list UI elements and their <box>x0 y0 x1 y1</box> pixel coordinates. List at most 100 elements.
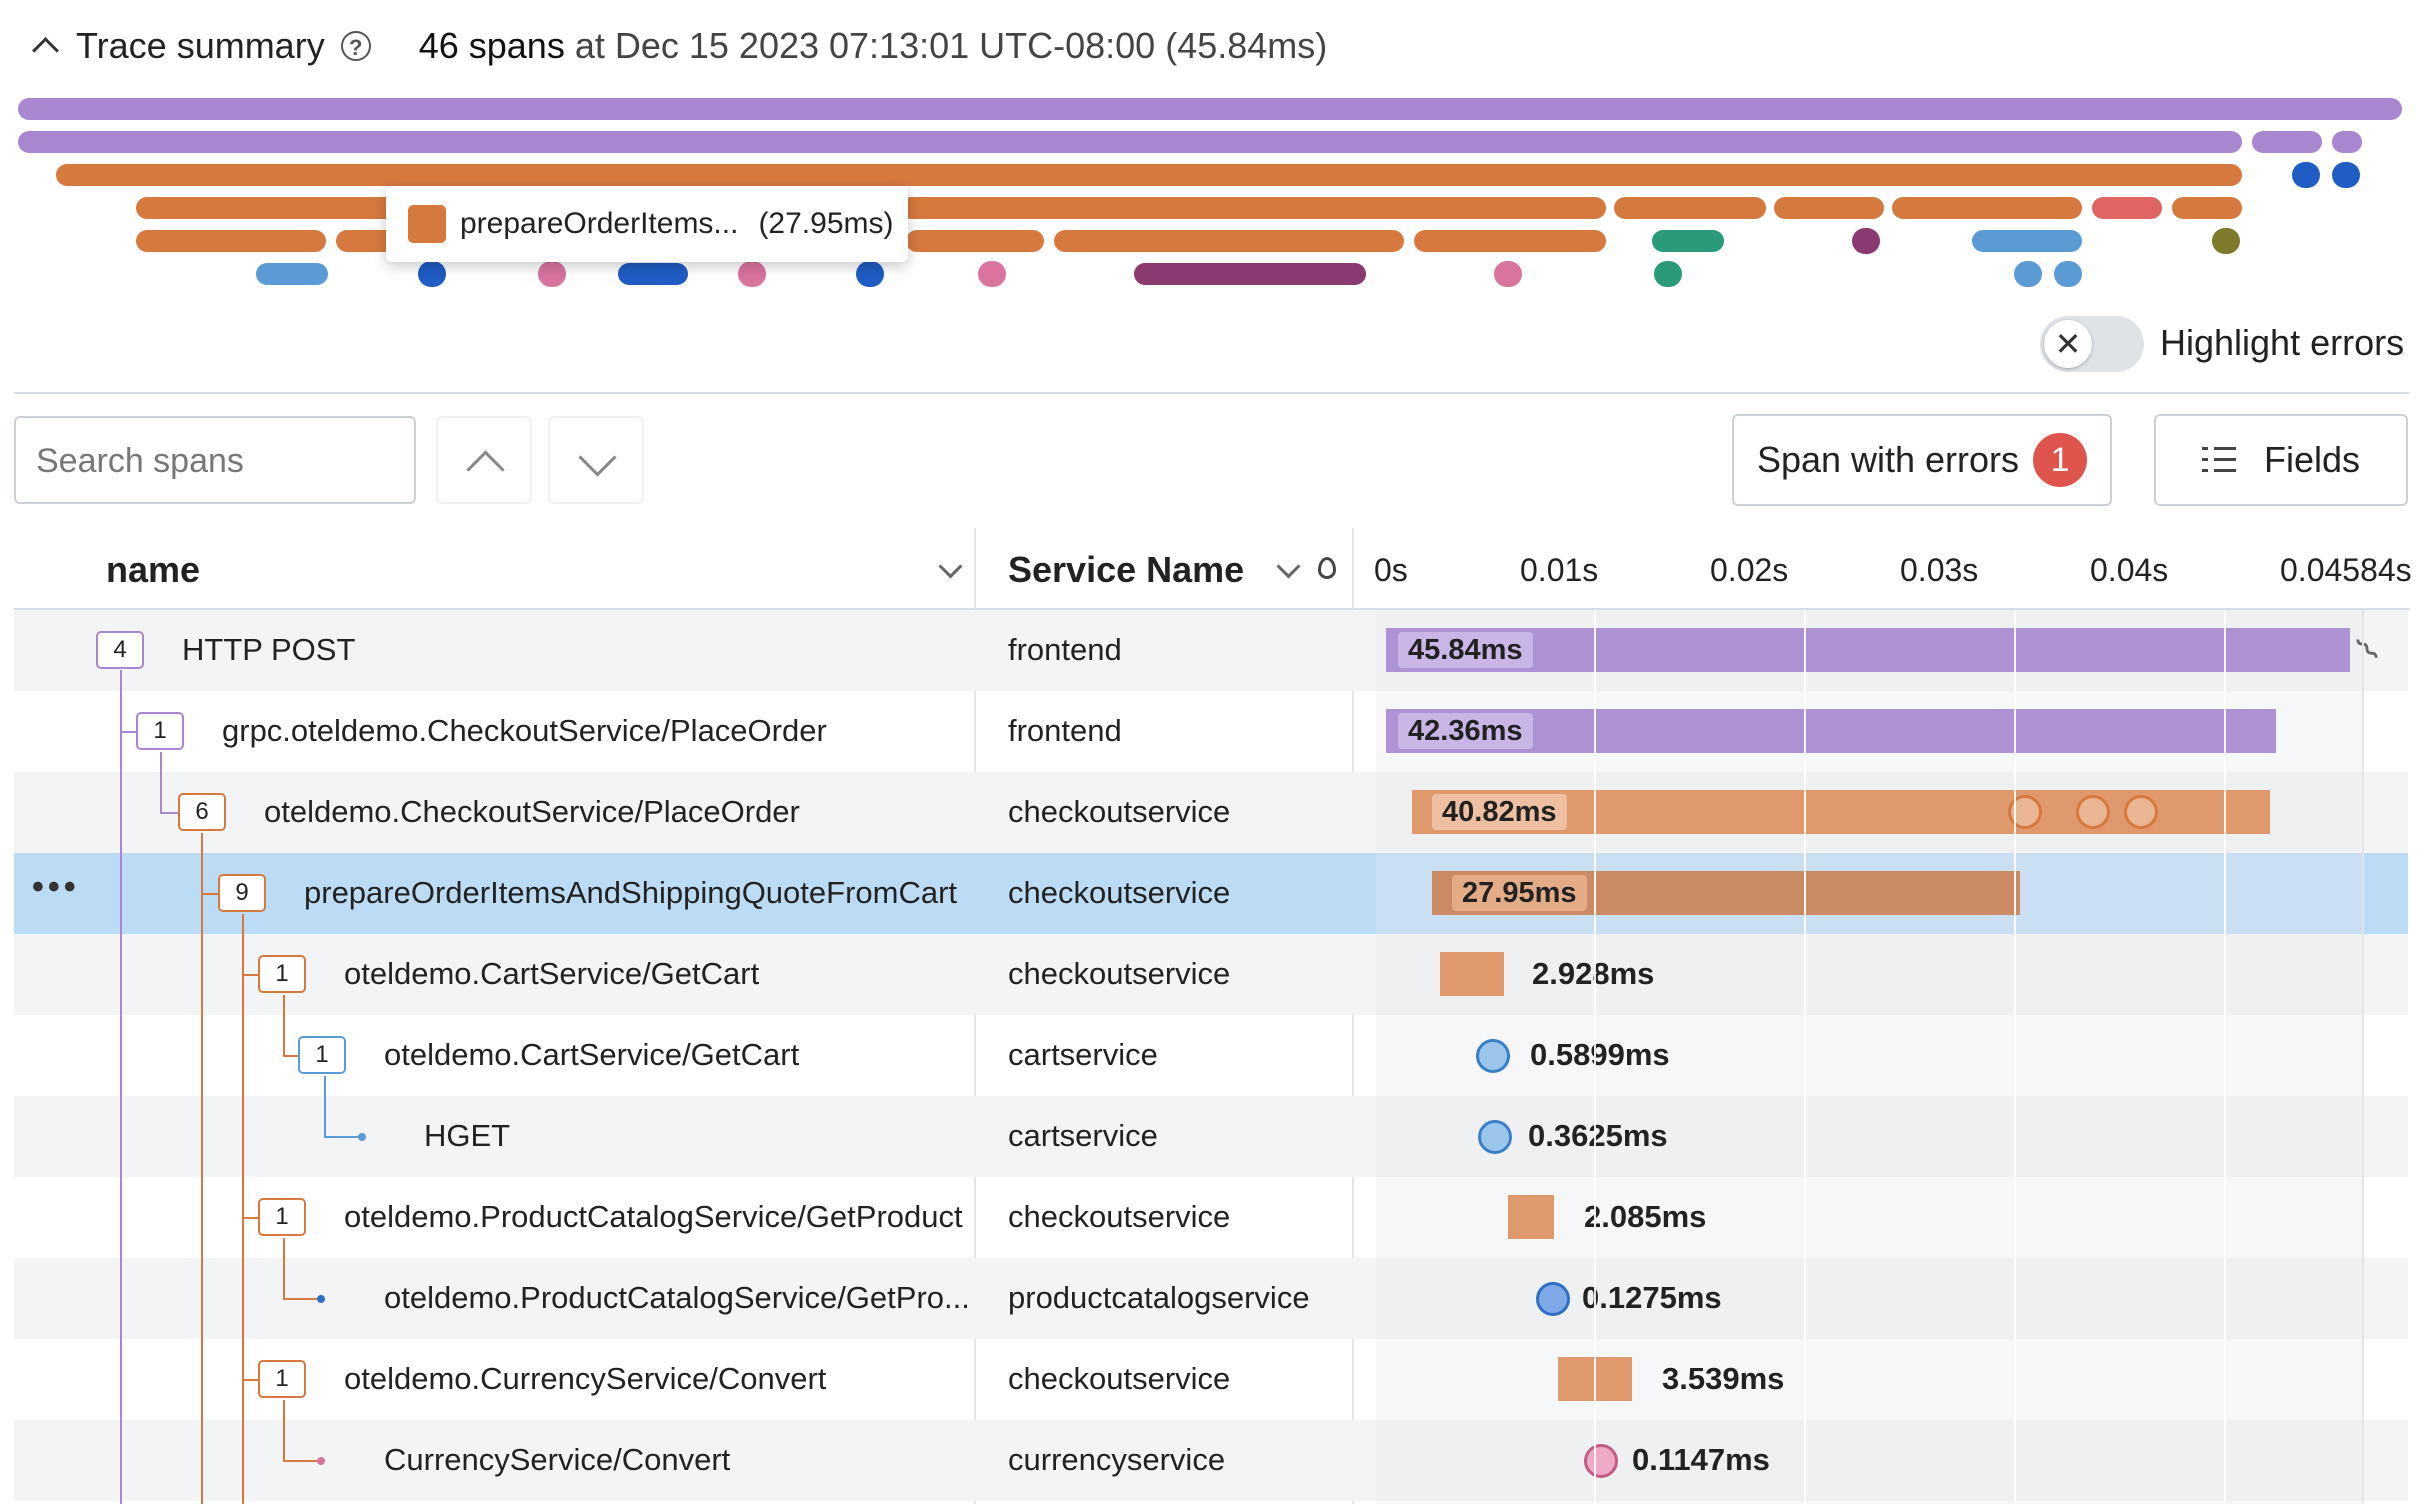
minimap-span[interactable] <box>1972 230 2082 252</box>
minimap-span[interactable] <box>2212 228 2240 254</box>
span-bar[interactable] <box>1386 709 2276 753</box>
minimap-span[interactable] <box>256 263 328 285</box>
minimap-span[interactable] <box>1852 228 1880 254</box>
child-count-badge[interactable]: 9 <box>218 874 266 912</box>
span-with-errors-button[interactable]: Span with errors 1 <box>1732 414 2112 506</box>
span-bar[interactable] <box>1386 628 2350 672</box>
fields-button[interactable]: Fields <box>2154 414 2408 506</box>
table-row[interactable] <box>14 1420 2408 1501</box>
column-separator[interactable] <box>1352 528 1354 1504</box>
child-count-badge[interactable]: 1 <box>258 1198 306 1236</box>
minimap-span[interactable] <box>2292 162 2320 188</box>
child-count-badge[interactable]: 1 <box>136 712 184 750</box>
tree-line <box>283 1238 285 1298</box>
span-point-marker[interactable] <box>1536 1282 1570 1316</box>
tree-line <box>242 914 244 1504</box>
span-name: HGET <box>424 1118 511 1153</box>
span-duration-label: 0.5899ms <box>1530 1037 1670 1072</box>
span-event-marker[interactable] <box>2076 795 2110 829</box>
span-name: oteldemo.ProductCatalogService/GetProduc… <box>344 1199 963 1234</box>
span-bar[interactable] <box>1440 952 1504 996</box>
child-count-badge[interactable]: 1 <box>258 1360 306 1398</box>
span-point-marker[interactable] <box>1584 1444 1618 1478</box>
child-count-badge[interactable]: 1 <box>298 1036 346 1074</box>
tree-line <box>201 893 219 895</box>
span-count: 46 spans <box>418 25 565 66</box>
name-column-header[interactable]: name <box>106 549 201 590</box>
span-name: oteldemo.CurrencyService/Convert <box>344 1361 827 1396</box>
span-name: oteldemo.CartService/GetCart <box>384 1037 800 1072</box>
span-event-marker[interactable] <box>2124 795 2158 829</box>
span-point-marker[interactable] <box>1476 1039 1510 1073</box>
minimap-span[interactable] <box>2092 197 2162 219</box>
span-name: oteldemo.CheckoutService/PlaceOrder <box>264 794 800 829</box>
row-actions-ellipsis-icon[interactable]: ••• <box>32 868 80 906</box>
minimap-span[interactable] <box>1134 263 1366 285</box>
minimap-span[interactable] <box>738 261 766 287</box>
timeline-gridline <box>2224 610 2226 1504</box>
minimap-span[interactable] <box>1494 261 1522 287</box>
chevron-up-icon <box>466 450 505 489</box>
trace-summary-header[interactable]: Trace summary ? 46 spans at Dec 15 2023 … <box>28 18 1327 74</box>
table-row[interactable] <box>14 1096 2408 1177</box>
trace-summary-title: Trace summary <box>76 25 325 66</box>
next-match-button[interactable] <box>548 416 644 504</box>
minimap-span[interactable] <box>1654 261 1682 287</box>
span-event-marker[interactable] <box>2008 795 2042 829</box>
chevron-up-icon[interactable] <box>28 29 62 63</box>
service-name: cartservice <box>1008 1118 1158 1153</box>
minimap-span[interactable] <box>2054 261 2082 287</box>
trace-summary-meta: 46 spans at Dec 15 2023 07:13:01 UTC-08:… <box>419 25 1328 67</box>
chevron-down-icon[interactable] <box>938 554 963 579</box>
minimap-span[interactable] <box>18 131 2242 153</box>
child-count-badge[interactable]: 4 <box>96 631 144 669</box>
minimap-span[interactable] <box>618 263 688 285</box>
minimap-span[interactable] <box>2172 197 2242 219</box>
minimap-span[interactable] <box>418 261 446 287</box>
minimap-span[interactable] <box>2252 131 2322 153</box>
previous-match-button[interactable] <box>436 416 532 504</box>
help-icon[interactable]: ? <box>340 31 371 61</box>
minimap-span[interactable] <box>906 230 1044 252</box>
minimap-span[interactable] <box>1892 197 2082 219</box>
child-count-badge[interactable]: 6 <box>178 793 226 831</box>
minimap-span[interactable] <box>900 197 1606 219</box>
column-separator[interactable] <box>974 528 976 1504</box>
service-column-header[interactable]: Service Name <box>1008 549 1245 590</box>
minimap-span[interactable] <box>2332 131 2362 153</box>
minimap-span[interactable] <box>336 230 396 252</box>
error-count-badge: 1 <box>2033 433 2088 487</box>
minimap-span[interactable] <box>56 164 2242 186</box>
minimap-span[interactable] <box>978 261 1006 287</box>
highlight-errors-toggle[interactable]: ✕ <box>2040 316 2144 372</box>
minimap-span[interactable] <box>136 230 326 252</box>
leaf-dot <box>317 1295 325 1303</box>
minimap-span[interactable] <box>1414 230 1606 252</box>
minimap-span[interactable] <box>2014 261 2042 287</box>
tree-line <box>242 1217 260 1219</box>
span-duration-label: 0.3625ms <box>1528 1118 1668 1153</box>
table-row[interactable] <box>14 934 2408 1015</box>
tree-line <box>160 752 162 812</box>
table-row[interactable] <box>14 1258 2408 1339</box>
child-count-badge[interactable]: 1 <box>258 955 306 993</box>
span-duration-label: 40.82ms <box>1432 794 1567 830</box>
span-point-marker[interactable] <box>1478 1120 1512 1154</box>
minimap-span[interactable] <box>1652 230 1724 252</box>
service-name: frontend <box>1008 713 1122 748</box>
minimap-span[interactable] <box>856 261 884 287</box>
span-name: HTTP POST <box>182 632 356 667</box>
search-spans-box[interactable] <box>14 416 416 504</box>
minimap-span[interactable] <box>1774 197 1884 219</box>
chevron-down-icon[interactable] <box>1276 554 1301 579</box>
tree-line <box>120 670 122 1504</box>
minimap-span[interactable] <box>2332 162 2360 188</box>
minimap-span[interactable] <box>538 261 566 287</box>
minimap-span[interactable] <box>1614 197 1766 219</box>
span-bar[interactable] <box>1508 1195 1554 1239</box>
minimap-span[interactable] <box>1054 230 1404 252</box>
minimap-span[interactable] <box>18 98 2402 120</box>
search-input[interactable] <box>16 418 398 504</box>
color-drop-icon[interactable] <box>1318 557 1336 579</box>
leaf-dot <box>358 1133 366 1141</box>
